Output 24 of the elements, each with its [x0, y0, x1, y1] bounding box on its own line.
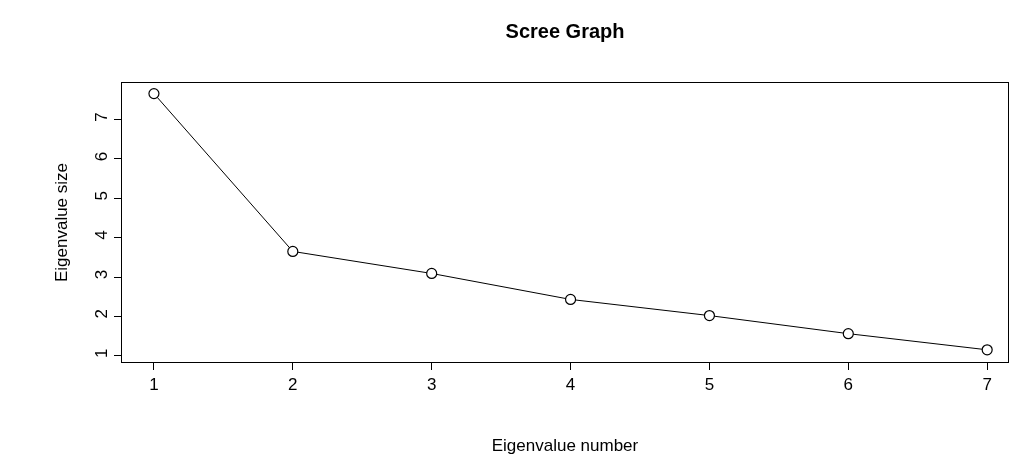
x-tick-label: 2 [288, 375, 298, 395]
point [842, 328, 854, 340]
x-tick-label: 3 [426, 375, 437, 395]
y-tick-label: 7 [92, 112, 112, 122]
point [981, 344, 993, 356]
y-tick-label: 5 [92, 191, 112, 201]
x-axis-title: Eigenvalue number [491, 435, 639, 455]
point [426, 267, 438, 280]
y-axis-title: Eigenvalue size [51, 162, 71, 283]
x-tick-label: 5 [704, 375, 715, 395]
chart-title: Scree Graph [505, 19, 625, 42]
x-tick-label: 4 [565, 375, 576, 395]
y-tick-label: 6 [92, 151, 112, 162]
y-tick-label: 1 [92, 348, 112, 358]
point [287, 245, 299, 258]
x-tick-label: 7 [982, 375, 992, 395]
point [148, 88, 160, 100]
y-tick-label: 3 [92, 269, 112, 280]
x-tick-label: 1 [149, 375, 159, 395]
point [564, 293, 577, 306]
point [703, 309, 716, 322]
x-tick-label: 6 [843, 375, 854, 395]
y-tick-label: 2 [92, 309, 112, 319]
y-tick-label: 4 [92, 230, 112, 240]
